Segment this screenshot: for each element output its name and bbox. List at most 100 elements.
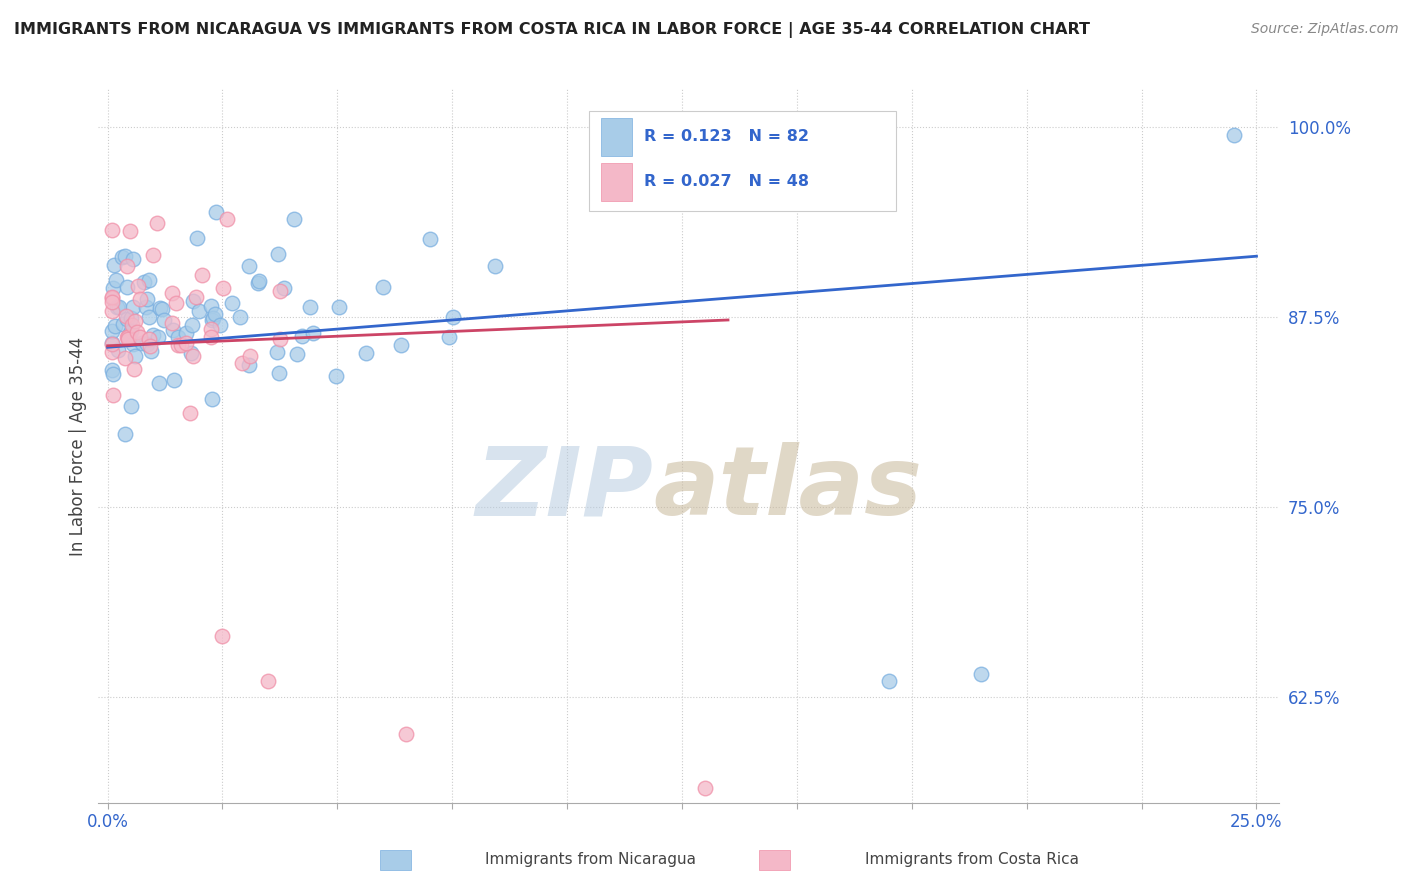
Point (101, 324, 124, 338)
Point (101, 336, 124, 351)
Point (267, 366, 290, 380)
Point (131, 335, 153, 350)
Point (107, 343, 129, 358)
Point (118, 327, 141, 342)
Point (115, 329, 138, 343)
Point (101, 291, 124, 305)
Point (247, 274, 270, 288)
Point (693, 780, 716, 795)
Point (122, 337, 145, 351)
Point (287, 347, 309, 361)
Point (389, 338, 412, 352)
Point (201, 313, 224, 327)
Point (174, 336, 197, 351)
Point (200, 299, 222, 313)
Text: Immigrants from Costa Rica: Immigrants from Costa Rica (865, 853, 1078, 867)
Point (115, 311, 138, 326)
Point (138, 332, 160, 346)
Point (328, 300, 350, 314)
Point (204, 308, 226, 322)
Point (160, 316, 183, 330)
Point (302, 326, 325, 340)
Point (283, 212, 305, 227)
Point (101, 363, 124, 377)
Point (439, 329, 461, 343)
Text: Source: ZipAtlas.com: Source: ZipAtlas.com (1251, 22, 1399, 37)
Point (153, 313, 176, 327)
Text: R = 0.123   N = 82: R = 0.123 N = 82 (644, 129, 808, 145)
Point (120, 400, 142, 414)
Point (257, 674, 280, 689)
Point (117, 330, 139, 344)
Point (299, 300, 322, 314)
Point (165, 295, 187, 310)
Point (184, 290, 207, 304)
Point (166, 330, 188, 344)
Point (121, 318, 143, 332)
Point (877, 674, 900, 689)
Point (136, 292, 159, 306)
Point (266, 246, 288, 260)
Point (101, 281, 124, 295)
Point (149, 301, 172, 315)
Point (229, 310, 252, 324)
Point (101, 367, 124, 381)
Point (125, 325, 148, 339)
Point (179, 406, 201, 420)
Point (211, 629, 233, 643)
Point (114, 426, 136, 441)
Point (118, 224, 141, 238)
Point (134, 300, 156, 314)
Point (484, 259, 506, 273)
Point (970, 666, 993, 681)
Point (122, 252, 145, 266)
Point (167, 338, 190, 352)
Point (395, 727, 418, 741)
Point (1222, 128, 1244, 142)
Point (181, 318, 204, 333)
Point (122, 361, 145, 376)
Point (114, 351, 136, 366)
Point (115, 259, 138, 273)
Point (145, 216, 167, 230)
Point (200, 322, 222, 336)
Point (111, 317, 134, 331)
Point (115, 310, 138, 324)
Y-axis label: In Labor Force | Age 35-44: In Labor Force | Age 35-44 (69, 336, 87, 556)
Point (124, 314, 146, 328)
Point (217, 211, 239, 226)
Point (114, 249, 136, 263)
Point (238, 358, 260, 372)
Point (162, 322, 184, 336)
Point (138, 310, 160, 324)
Point (129, 330, 152, 344)
Point (246, 276, 269, 290)
Point (139, 343, 162, 358)
Point (142, 327, 165, 342)
Point (108, 300, 131, 314)
Point (101, 336, 124, 351)
Point (212, 281, 235, 295)
Point (138, 273, 160, 287)
Point (208, 318, 231, 332)
Point (101, 290, 124, 304)
Point (239, 349, 262, 363)
Point (148, 330, 170, 344)
Point (191, 268, 214, 282)
Point (273, 281, 295, 295)
Point (120, 311, 142, 326)
Point (148, 376, 170, 390)
Text: IMMIGRANTS FROM NICARAGUA VS IMMIGRANTS FROM COSTA RICA IN LABOR FORCE | AGE 35-: IMMIGRANTS FROM NICARAGUA VS IMMIGRANTS … (14, 22, 1090, 38)
Point (443, 310, 465, 324)
Point (186, 231, 208, 245)
Point (115, 280, 138, 294)
Point (181, 294, 204, 309)
Text: atlas: atlas (654, 442, 922, 535)
Point (124, 349, 146, 363)
Point (101, 295, 124, 310)
Point (201, 392, 224, 406)
Point (105, 273, 128, 287)
Point (103, 258, 125, 272)
Point (200, 330, 222, 344)
Point (373, 280, 395, 294)
